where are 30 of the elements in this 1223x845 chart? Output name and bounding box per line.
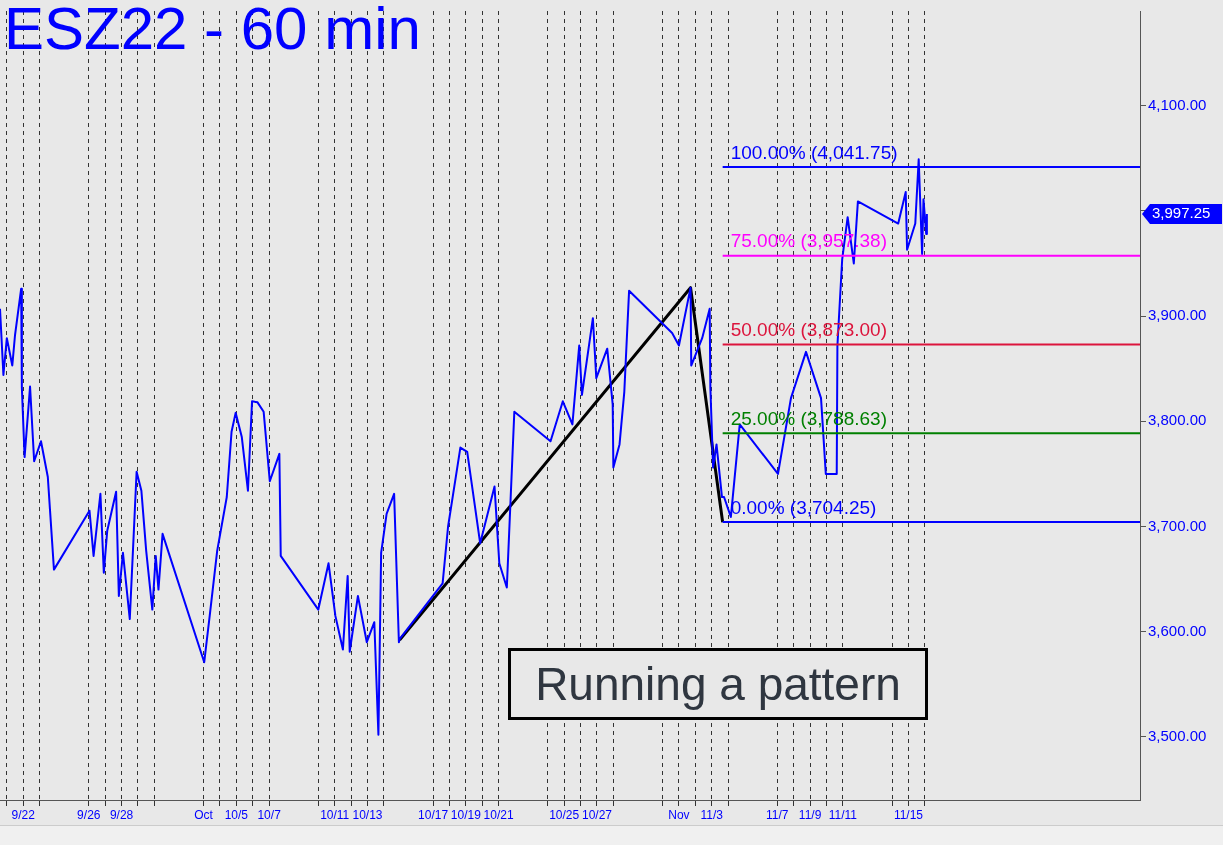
ref-line-label: 100.00% (4,041.75) (730, 141, 898, 163)
x-tick-label: 10/25 (549, 807, 580, 822)
x-tick-label: 10/5 (224, 807, 249, 822)
x-tick-label: 10/27 (581, 807, 613, 822)
x-tick-label: 10/21 (483, 807, 514, 822)
x-tick-label: 10/7 (257, 807, 282, 822)
x-tick-label: 10/13 (352, 807, 383, 822)
annotation: Running a pattern (508, 648, 928, 720)
x-tick-label: 11/11 (828, 807, 858, 822)
text: 3,997.25 (1152, 204, 1211, 222)
x-tick-label: Oct (194, 807, 214, 822)
x-tick-label: 9/28 (109, 807, 134, 822)
x-tick-label: 10/11 (320, 807, 350, 822)
y-tick-label: 4,100.00 (1148, 95, 1207, 113)
x-tick-label: 9/26 (77, 807, 101, 822)
y-tick-label: 3,800.00 (1148, 411, 1207, 429)
ref-line-label: 0.00% (3,704.25) (730, 496, 877, 518)
y-tick-label: 3,700.00 (1148, 516, 1207, 534)
x-tick-label: 11/3 (700, 807, 724, 822)
y-tick-label: 3,500.00 (1148, 727, 1207, 745)
x-tick-label: 11/15 (893, 807, 924, 822)
x-tick-label: Nov (668, 807, 690, 822)
y-tick-label: 3,900.00 (1148, 306, 1207, 324)
x-tick-label: 9/22 (11, 807, 36, 822)
x-tick-label: 10/17 (418, 807, 449, 822)
x-tick-label: 11/9 (798, 807, 822, 822)
chart-title: ESZ22 - 60 min (4, 0, 421, 63)
y-tick-label: 3,600.00 (1148, 621, 1207, 639)
x-tick-label: 10/19 (450, 807, 482, 822)
x-tick-label: 11/7 (766, 807, 789, 822)
